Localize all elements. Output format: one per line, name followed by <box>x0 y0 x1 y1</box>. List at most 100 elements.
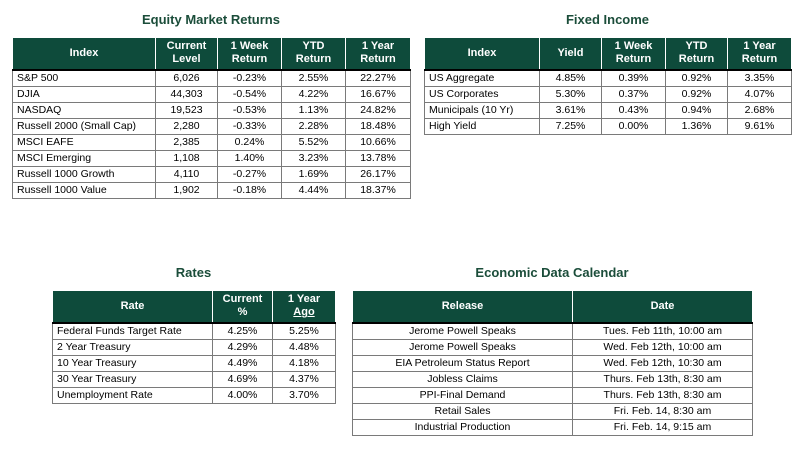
rate-name: Federal Funds Target Rate <box>52 321 213 340</box>
calendar-table: Release Date Jerome Powell Speaks Tues. F… <box>352 290 753 436</box>
fixed-income-table: Index Yield 1 Week Return YTD Return 1 Yea… <box>424 37 792 135</box>
table-row: Russell 1000 Value 1,902 -0.18% 4.44% 18.37% <box>12 181 411 199</box>
cell-value: 0.24% <box>217 133 282 151</box>
equity-header-ytd: YTD Return <box>281 37 346 70</box>
fixed-header-week: 1 Week Return <box>601 37 666 70</box>
release-date: Wed. Feb 12th, 10:00 am <box>572 338 753 356</box>
index-name: DJIA <box>12 85 156 103</box>
release-name: Retail Sales <box>352 402 573 420</box>
table-row: EIA Petroleum Status Report Wed. Feb 12th… <box>352 354 753 372</box>
cell-value: 10.66% <box>345 133 411 151</box>
cell-value: 1.13% <box>281 101 346 119</box>
table-row: 30 Year Treasury 4.69% 4.37% <box>52 370 336 388</box>
release-name: EIA Petroleum Status Report <box>352 354 573 372</box>
release-name: Industrial Production <box>352 418 573 436</box>
table-row: NASDAQ 19,523 -0.53% 1.13% 24.82% <box>12 101 411 119</box>
fixed-income-title: Fixed Income <box>565 12 650 27</box>
table-row: MSCI EAFE 2,385 0.24% 5.52% 10.66% <box>12 133 411 151</box>
release-date: Fri. Feb. 14, 8:30 am <box>572 402 753 420</box>
release-name: Jerome Powell Speaks <box>352 338 573 356</box>
release-name: Jerome Powell Speaks <box>352 321 573 340</box>
cell-value: 1.69% <box>281 165 346 183</box>
index-name: NASDAQ <box>12 101 156 119</box>
equity-header-index: Index <box>12 37 156 70</box>
table-row: PPI-Final Demand Thurs. Feb 13th, 8:30 am <box>352 386 753 404</box>
table-row: Federal Funds Target Rate 4.25% 5.25% <box>52 321 336 340</box>
index-name: High Yield <box>424 117 540 135</box>
rate-name: Unemployment Rate <box>52 386 213 404</box>
fixed-header-index: Index <box>424 37 540 70</box>
cell-value: 4.48% <box>272 338 336 356</box>
index-name: US Aggregate <box>424 68 540 87</box>
table-row: Russell 1000 Growth 4,110 -0.27% 1.69% 26.17… <box>12 165 411 183</box>
equity-header-week: 1 Week Return <box>217 37 282 70</box>
cell-value: 0.39% <box>601 68 666 87</box>
table-row: US Aggregate 4.85% 0.39% 0.92% 3.35% <box>424 68 792 87</box>
rates-header-current: Current% <box>212 290 273 323</box>
cell-value: -0.27% <box>217 165 282 183</box>
cell-value: 0.37% <box>601 85 666 103</box>
table-row: MSCI Emerging 1,108 1.40% 3.23% 13.78% <box>12 149 411 167</box>
cell-value: 16.67% <box>345 85 411 103</box>
cell-value: 0.00% <box>601 117 666 135</box>
cell-value: 3.35% <box>727 68 792 87</box>
release-date: Thurs. Feb 13th, 8:30 am <box>572 386 753 404</box>
calendar-header-release: Release <box>352 290 573 323</box>
cell-value: 0.92% <box>665 85 728 103</box>
cell-value: 19,523 <box>155 101 218 119</box>
cell-value: 2,385 <box>155 133 218 151</box>
cell-value: 18.37% <box>345 181 411 199</box>
cell-value: 5.30% <box>539 85 602 103</box>
rates-title: Rates <box>175 265 212 280</box>
cell-value: -0.54% <box>217 85 282 103</box>
cell-value: 0.92% <box>665 68 728 87</box>
cell-value: 3.70% <box>272 386 336 404</box>
equity-header-level: Current Level <box>155 37 218 70</box>
cell-value: 2.68% <box>727 101 792 119</box>
cell-value: 1.40% <box>217 149 282 167</box>
cell-value: 1.36% <box>665 117 728 135</box>
cell-value: 22.27% <box>345 68 411 87</box>
cell-value: -0.53% <box>217 101 282 119</box>
release-name: PPI-Final Demand <box>352 386 573 404</box>
table-row: 2 Year Treasury 4.29% 4.48% <box>52 338 336 356</box>
index-name: S&P 500 <box>12 68 156 87</box>
cell-value: 2,280 <box>155 117 218 135</box>
cell-value: 18.48% <box>345 117 411 135</box>
release-date: Thurs. Feb 13th, 8:30 am <box>572 370 753 388</box>
cell-value: 7.25% <box>539 117 602 135</box>
cell-value: 4.22% <box>281 85 346 103</box>
cell-value: 44,303 <box>155 85 218 103</box>
table-row: Industrial Production Fri. Feb. 14, 9:15 … <box>352 418 753 436</box>
cell-value: 26.17% <box>345 165 411 183</box>
table-row: Jerome Powell Speaks Wed. Feb 12th, 10:00… <box>352 338 753 356</box>
calendar-header-date: Date <box>572 290 753 323</box>
cell-value: 3.23% <box>281 149 346 167</box>
cell-value: 4.85% <box>539 68 602 87</box>
index-name: Russell 1000 Value <box>12 181 156 199</box>
calendar-title: Economic Data Calendar <box>475 265 629 280</box>
fixed-header-ytd: YTD Return <box>665 37 728 70</box>
cell-value: 4.69% <box>212 370 273 388</box>
equity-table: Index Current Level 1 Week Return YTD Retur… <box>12 37 411 199</box>
cell-value: 4,110 <box>155 165 218 183</box>
index-name: MSCI EAFE <box>12 133 156 151</box>
cell-value: 4.25% <box>212 321 273 340</box>
cell-value: 4.37% <box>272 370 336 388</box>
index-name: Russell 2000 (Small Cap) <box>12 117 156 135</box>
table-row: High Yield 7.25% 0.00% 1.36% 9.61% <box>424 117 792 135</box>
cell-value: 4.00% <box>212 386 273 404</box>
release-date: Tues. Feb 11th, 10:00 am <box>572 321 753 340</box>
table-row: Jerome Powell Speaks Tues. Feb 11th, 10:0… <box>352 321 753 340</box>
cell-value: -0.23% <box>217 68 282 87</box>
cell-value: 3.61% <box>539 101 602 119</box>
table-row: S&P 500 6,026 -0.23% 2.55% 22.27% <box>12 68 411 87</box>
cell-value: 0.94% <box>665 101 728 119</box>
cell-value: 4.49% <box>212 354 273 372</box>
cell-value: -0.33% <box>217 117 282 135</box>
cell-value: 0.43% <box>601 101 666 119</box>
cell-value: 1,108 <box>155 149 218 167</box>
table-row: Municipals (10 Yr) 3.61% 0.43% 0.94% 2.68% <box>424 101 792 119</box>
rates-table: Rate Current% 1 Year Ago Federal Funds Ta… <box>52 290 336 404</box>
table-row: DJIA 44,303 -0.54% 4.22% 16.67% <box>12 85 411 103</box>
